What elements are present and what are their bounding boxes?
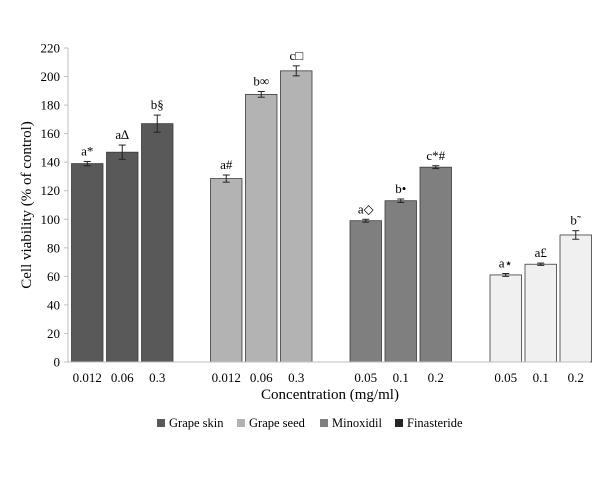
y-tick-label: 220 (41, 41, 61, 56)
significance-label: c□ (289, 48, 303, 63)
y-tick-label: 120 (41, 183, 61, 198)
finasteride-bar (559, 234, 592, 363)
x-tick-label: 0.06 (111, 370, 134, 385)
legend-label-grape-seed: Grape seed (249, 416, 306, 430)
minoxidil-bar (384, 200, 417, 363)
finasteride-bar (489, 274, 522, 363)
grape-seed-bar (210, 178, 243, 363)
grape-seed-bar (280, 70, 313, 363)
x-tick-label: 0.05 (494, 370, 517, 385)
grape-seed-bar (245, 93, 278, 363)
grape-skin-bar (106, 151, 139, 363)
bars: a* a∆ b§ a# b∞ c□ a◇ b• c*# a⋆ a£ b˜ (71, 48, 592, 363)
x-tick-label: 0.05 (354, 370, 377, 385)
y-tick-label: 40 (47, 297, 60, 312)
significance-label: a£ (535, 245, 548, 260)
x-tick-label: 0.06 (250, 370, 273, 385)
legend-label-finasteride: Finasteride (407, 416, 463, 430)
legend-label-minoxidil: Minoxidil (332, 416, 383, 430)
y-tick-label: 0 (54, 355, 61, 370)
minoxidil-bar (349, 220, 382, 363)
significance-label: a∆ (115, 127, 129, 142)
y-tick-label: 80 (47, 240, 60, 255)
y-tick-label: 140 (41, 155, 61, 170)
legend-swatch-grape-seed (237, 419, 245, 427)
y-tick-label: 160 (41, 126, 61, 141)
x-tick-label: 0.1 (393, 370, 409, 385)
y-tick-label: 200 (41, 69, 61, 84)
y-axis-title: Cell viability (% of control) (19, 121, 35, 288)
x-tick-label: 0.2 (568, 370, 584, 385)
significance-label: c*# (426, 148, 445, 163)
x-axis-ticks: 0.012 0.06 0.3 0.012 0.06 0.3 0.05 0.1 0.2 0.05 0.… (73, 370, 584, 385)
legend-swatch-finasteride (395, 419, 403, 427)
grape-skin-bar (71, 163, 104, 363)
minoxidil-bar (419, 166, 452, 363)
grape-skin-bar (141, 123, 174, 363)
significance-label: b∞ (253, 74, 269, 89)
significance-label: b˜ (570, 213, 582, 228)
y-tick-label: 60 (47, 269, 60, 284)
significance-label: a* (81, 143, 93, 158)
legend-swatch-grape-skin (157, 419, 165, 427)
x-tick-label: 0.2 (428, 370, 444, 385)
finasteride-bar (524, 263, 557, 363)
significance-label: a⋆ (499, 256, 513, 271)
legend-label-grape-skin: Grape skin (169, 416, 224, 430)
significance-label: a# (220, 157, 233, 172)
x-axis-title: Concentration (mg/ml) (261, 387, 399, 403)
x-tick-label: 0.3 (149, 370, 165, 385)
y-tick-label: 100 (41, 212, 61, 227)
y-tick-label: 180 (41, 98, 61, 113)
y-axis-ticks: 0 20 40 60 80 100 120 140 160 180 200 220 (41, 41, 68, 370)
x-tick-label: 0.012 (73, 370, 102, 385)
x-tick-label: 0.3 (288, 370, 304, 385)
significance-label: b• (395, 181, 406, 196)
x-tick-label: 0.1 (533, 370, 549, 385)
significance-label: b§ (151, 97, 164, 112)
significance-label: a◇ (358, 201, 374, 216)
y-tick-label: 20 (47, 326, 60, 341)
legend: Grape skin Grape seed Minoxidil Finasteride (157, 416, 463, 430)
legend-swatch-minoxidil (320, 419, 328, 427)
x-tick-label: 0.012 (212, 370, 241, 385)
